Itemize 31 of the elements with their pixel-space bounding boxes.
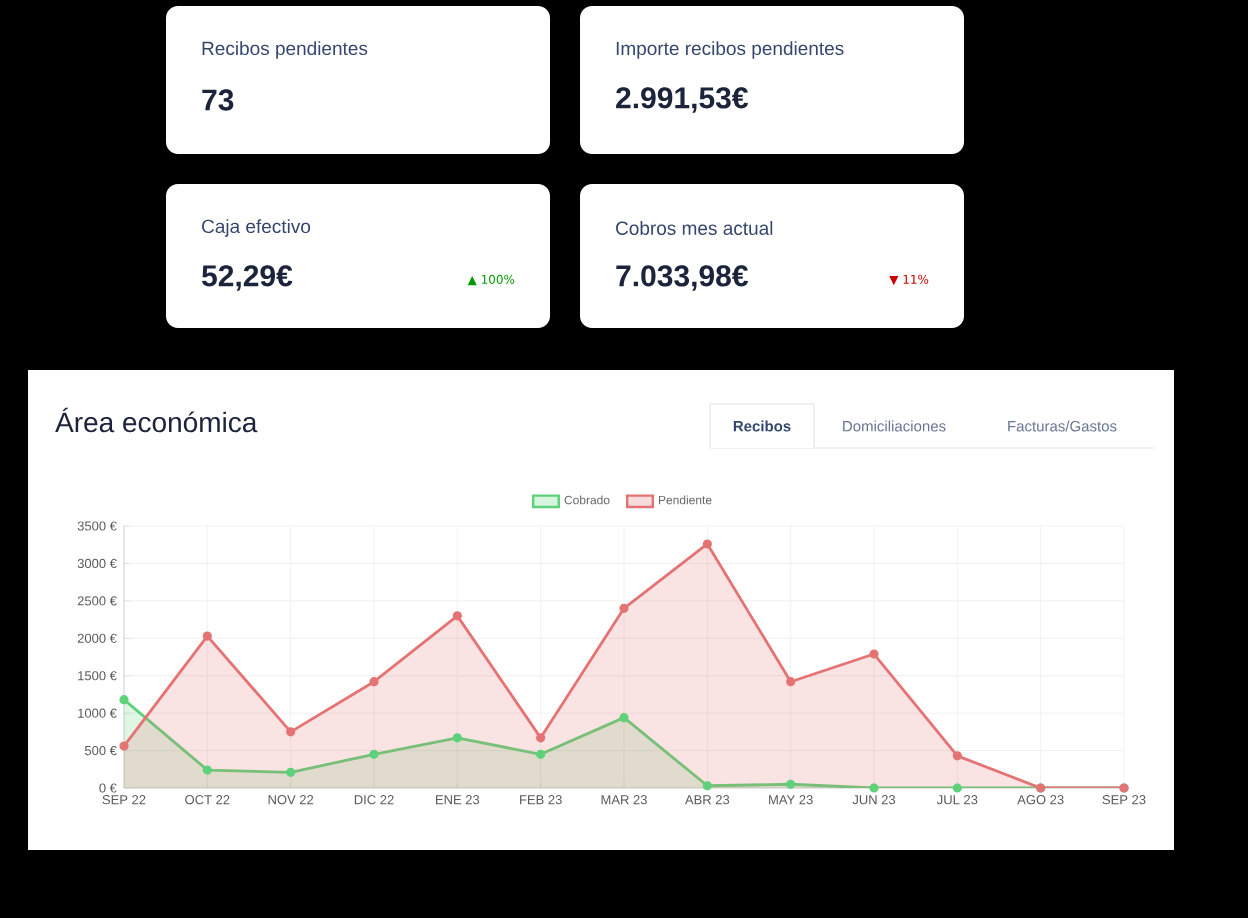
point [202,631,212,641]
text: Cobros mes actual [616,221,773,235]
point [702,781,712,791]
point [952,783,962,793]
point [286,727,296,737]
point [619,713,629,723]
chart-title: Área económica [55,407,258,433]
point [452,611,462,621]
point [202,765,212,775]
point [369,749,379,759]
point [536,749,546,759]
text: Recibos pendientes [202,41,368,59]
point [869,649,879,659]
point [702,539,712,549]
text: Caja efectivo [202,219,311,237]
point [369,677,379,687]
point [786,779,796,789]
text: 7.033,98€ [616,265,748,291]
point [869,783,879,793]
point [952,751,962,761]
point [119,695,129,705]
point [286,767,296,777]
text: 73 [202,89,234,111]
text: Importe recibos pendientes [616,41,844,59]
point [619,603,629,613]
point [452,733,462,743]
point [786,677,796,687]
text: 52,29€ [201,265,293,291]
point [536,733,546,743]
point [119,741,129,751]
text: 2.991,53€ [616,87,748,113]
